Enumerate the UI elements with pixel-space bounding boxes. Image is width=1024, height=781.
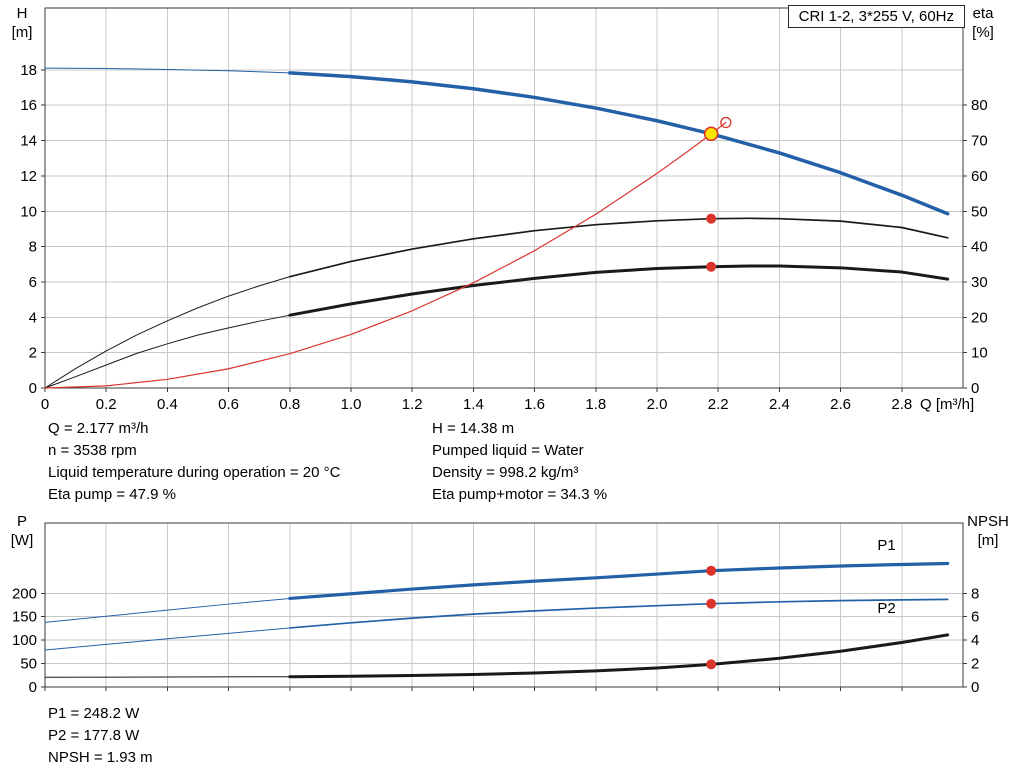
y-right-tick-label: 10 [971,345,988,362]
y-right-tick-label: 50 [971,203,988,220]
y-right-tick-label: 8 [971,585,979,602]
x-tick-label: 1.2 [402,396,423,413]
info-density: Density = 998.2 kg/m³ [432,464,579,481]
x-tick-label: 0.4 [157,396,178,413]
pump-designation-box: CRI 1-2, 3*255 V, 60Hz [787,5,965,28]
operating-info-right: H = 14.38 m Pumped liquid = Water Densit… [432,418,607,506]
x-tick-label: 0.6 [218,396,239,413]
npsh-curve-thin [44,676,291,678]
eta-axis-title: eta [%] [960,4,1006,42]
npsh-axis-title-line2: [m] [977,532,999,549]
y-right-tick-label: 30 [971,274,988,291]
x-tick-label: 1.8 [585,396,606,413]
p-axis-title-line1: P [16,513,27,530]
x-tick-label: 0.8 [279,396,300,413]
info-pumped-liquid: Pumped liquid = Water [432,442,584,459]
p2-curve [288,598,949,629]
power-npsh-chart[interactable]: 0 50 100 150 200 0 2 4 6 8 P1 P2 [0,510,1024,705]
eta-axis-title-line2: [%] [972,24,994,41]
x-tick-label: 1.0 [341,396,362,413]
y-right-tick-label: 40 [971,239,988,256]
eta-pump-thin [44,276,291,389]
info-speed: n = 3538 rpm [48,442,137,459]
info-eta-pump: Eta pump = 47.9 % [48,486,176,503]
h-axis-title: H [m] [2,4,42,42]
p2-label: P2 [877,600,895,617]
x-tick-label: 2.0 [647,396,668,413]
y-left-tick-label: 4 [29,309,37,326]
power-info: P1 = 248.2 W P2 = 177.8 W NPSH = 1.93 m [48,703,153,769]
p-axis-title: P [W] [2,512,42,550]
npsh-axis-title-line1: NPSH [967,513,1009,530]
p2-dot [706,598,717,609]
eta-pump-dot [706,213,717,224]
y-left-tick-label: 8 [29,239,37,256]
x-tick-label: 1.6 [524,396,545,413]
operating-info-left: Q = 2.177 m³/h n = 3538 rpm Liquid tempe… [48,418,340,506]
y-left-tick-label: 0 [29,380,37,397]
p2-curve-thin [44,627,291,651]
y-right-tick-label: 20 [971,309,988,326]
npsh-dot [706,659,717,670]
x-tick-label: 2.4 [769,396,790,413]
y-right-tick-label: 6 [971,609,979,626]
h-axis-title-line1: H [16,5,28,22]
y-left-tick-label: 0 [29,679,37,696]
info-eta-pump-motor: Eta pump+motor = 34.3 % [432,486,608,503]
hq-eta-chart[interactable]: 0 0.2 0.4 0.6 0.8 1.0 1.2 1.4 1.6 1.8 2.0 2.2 2.4 2.6… [0,0,1024,415]
y-right-tick-label: 70 [971,133,988,150]
p1-dot [706,565,717,576]
y-left-tick-label: 10 [20,203,37,220]
info-npsh: NPSH = 1.93 m [48,749,153,766]
y-left-tick-label: 16 [20,97,37,114]
npsh-axis-title: NPSH [m] [958,512,1018,550]
x-tick-label: 0.2 [96,396,117,413]
y-left-tick-label: 6 [29,274,37,291]
y-left-tick-label: 100 [12,632,37,649]
x-tick-label: 2.8 [891,396,912,413]
plot-frame [44,7,964,389]
y-left-tick-label: 14 [20,133,37,150]
plot-frame [44,522,964,688]
p1-label: P1 [877,537,895,554]
y-left-tick-label: 50 [20,656,37,673]
y-left-tick-label: 12 [20,168,37,185]
y-right-tick-label: 4 [971,632,979,649]
y-right-tick-label: 80 [971,97,988,114]
x-tick-label: 1.4 [463,396,484,413]
x-tick-label: 0 [41,396,49,413]
npsh-curve [288,633,950,679]
system-curve-end-circle [720,116,732,129]
y-right-tick-label: 0 [971,380,979,397]
y-left-tick-label: 200 [12,585,37,602]
eta-pump [288,217,949,278]
p1-curve-thin [44,597,291,623]
y-left-tick-label: 18 [20,62,37,79]
h-axis-title-line2: [m] [11,24,33,41]
eta-pump-motor-dot [706,261,717,272]
x-tick-label: 2.2 [708,396,729,413]
duty-point[interactable] [703,126,719,142]
y-left-tick-label: 150 [12,609,37,626]
x-tick-label: 2.6 [830,396,851,413]
p1-curve [288,561,950,601]
y-right-tick-label: 2 [971,656,979,673]
eta-pump-motor [288,264,950,317]
eta-pump-motor-thin [44,314,291,389]
info-liquid-temp: Liquid temperature during operation = 20… [48,464,341,481]
info-p2: P2 = 177.8 W [48,727,140,744]
hq-curve [288,71,950,216]
x-axis-unit-label: Q [m³/h] [920,396,974,413]
y-right-tick-label: 60 [971,168,988,185]
p-axis-title-line2: [W] [10,532,34,549]
system-curve [44,121,727,389]
y-right-tick-label: 0 [971,679,979,696]
hq-curve-thin [44,67,291,74]
eta-axis-title-line1: eta [972,5,994,22]
y-left-tick-label: 2 [29,345,37,362]
info-q: Q = 2.177 m³/h [48,420,149,437]
info-h: H = 14.38 m [432,420,515,437]
info-p1: P1 = 248.2 W [48,705,140,722]
